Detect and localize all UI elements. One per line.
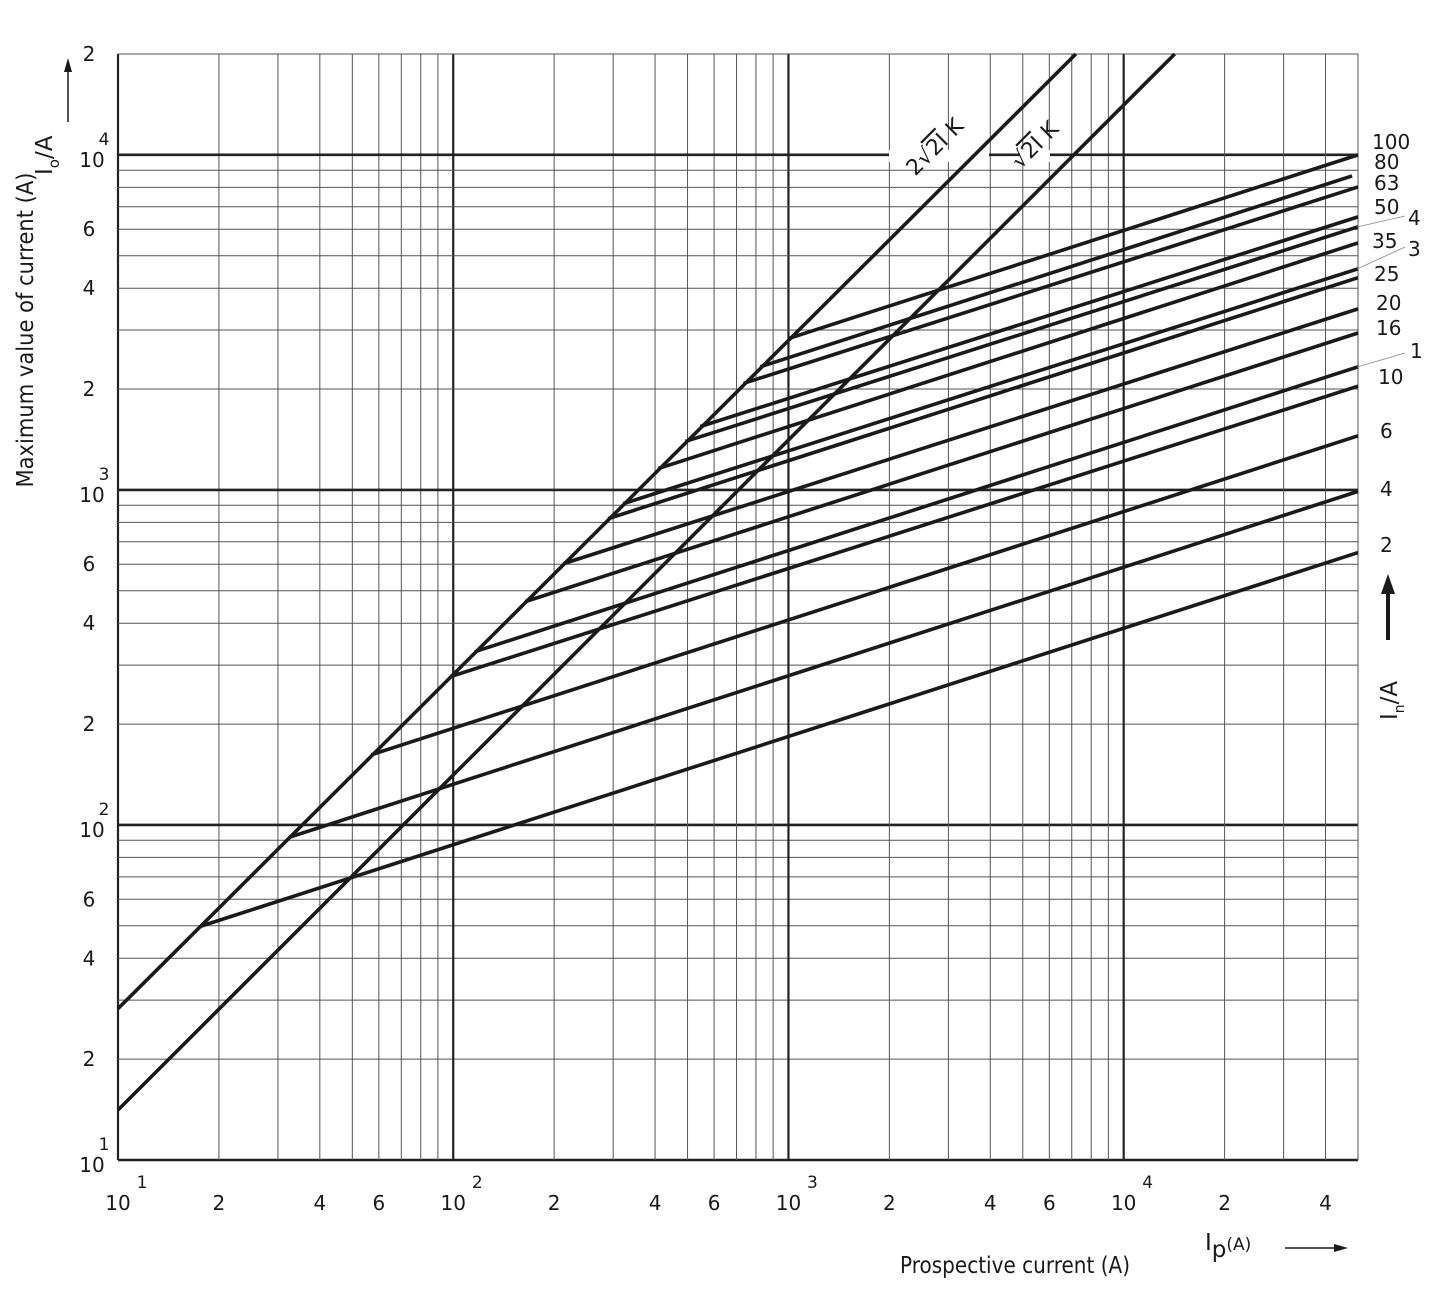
x-tick-exponent: 3 <box>807 1173 818 1193</box>
series-label: 20 <box>1376 291 1401 315</box>
y-tick-label: 4 <box>83 946 96 970</box>
x-tick-label: 10 <box>105 1191 130 1215</box>
x-arrow-icon <box>1285 1244 1348 1252</box>
rating-line-20 <box>562 307 1359 566</box>
x-tick-label: 4 <box>1319 1191 1332 1215</box>
label-gap <box>1020 150 1050 162</box>
x-tick-label: 2 <box>883 1191 896 1215</box>
y-tick-exponent: 3 <box>99 465 110 485</box>
x-tick-exponent: 1 <box>137 1173 148 1193</box>
series-label: 6 <box>1380 419 1393 443</box>
y-tick-label: 6 <box>83 887 96 911</box>
series-label: 80 <box>1374 150 1399 174</box>
x-tick-label: 4 <box>984 1191 997 1215</box>
rating-line-100 <box>787 153 1359 341</box>
series-label: 100 <box>1372 130 1410 154</box>
rating-line-4 <box>289 489 1359 839</box>
y-tick-label: 2 <box>83 42 96 66</box>
reference-line <box>116 52 1078 1010</box>
rating-line-1 <box>474 365 1359 654</box>
svg-text:Io/A: Io/A <box>32 135 63 175</box>
reference-line-label: √2I K <box>1007 116 1065 174</box>
series-label: 3 <box>1408 237 1421 261</box>
rating-line-25 <box>607 275 1359 521</box>
rating-lines <box>199 153 1359 929</box>
y-tick-label: 4 <box>83 611 96 635</box>
y-axis-symbol: Io/A <box>32 135 63 175</box>
rating-line-2 <box>199 550 1359 929</box>
y-tick-exponent: 2 <box>99 800 110 820</box>
grid <box>116 53 1359 1162</box>
y-tick-exponent: 4 <box>99 130 110 150</box>
rating-line-3 <box>622 267 1359 506</box>
rating-line-80 <box>759 174 1353 369</box>
x-tick-label: 6 <box>1043 1191 1056 1215</box>
leader-line <box>1356 215 1406 228</box>
series-label: 63 <box>1374 171 1399 195</box>
rating-line-4 <box>684 225 1359 444</box>
y-tick-exponent: 1 <box>99 1135 110 1155</box>
label-gap <box>889 150 989 162</box>
x-tick-label: 4 <box>649 1191 662 1215</box>
x-tick-label: 10 <box>441 1191 466 1215</box>
y-tick-label: 10 <box>79 148 104 172</box>
x-tick-label: 4 <box>313 1191 326 1215</box>
x-tick-label: 2 <box>213 1191 226 1215</box>
y-tick-label: 2 <box>83 377 96 401</box>
rating-line-16 <box>524 331 1359 604</box>
series-label: 16 <box>1376 316 1401 340</box>
y-tick-label: 10 <box>79 1153 104 1177</box>
y-tick-label: 10 <box>79 818 104 842</box>
y-arrow-icon <box>64 58 72 122</box>
x-tick-exponent: 2 <box>472 1173 483 1193</box>
svg-text:In/A: In/A <box>1377 681 1408 720</box>
reference-lines: 2√2I K√2I K <box>116 52 1177 1112</box>
x-axis-title: Prospective current (A) <box>900 1253 1130 1279</box>
x-tick-label: 10 <box>776 1191 801 1215</box>
series-label: 2 <box>1380 533 1393 557</box>
y-tick-label: 6 <box>83 217 96 241</box>
reference-line <box>116 52 1177 1112</box>
series-label: 25 <box>1374 262 1399 286</box>
rating-line-35 <box>657 241 1359 471</box>
y-tick-label: 2 <box>83 712 96 736</box>
series-label: 50 <box>1374 195 1399 219</box>
x-tick-label: 6 <box>708 1191 721 1215</box>
x-tick-labels: 10 1 2 4 6 10 2 2 4 6 10 3 2 4 6 10 4 2 4 <box>105 1173 1332 1215</box>
leader-line <box>1356 352 1406 368</box>
x-tick-label: 2 <box>548 1191 561 1215</box>
x-tick-label: 6 <box>372 1191 385 1215</box>
y-axis-title: Maximum value of current (A) <box>13 173 39 488</box>
x-tick-exponent: 4 <box>1142 1173 1153 1193</box>
series-label: 1 <box>1410 339 1423 363</box>
series-label: 4 <box>1380 477 1393 501</box>
rating-line-6 <box>370 434 1359 757</box>
y-tick-label: 4 <box>83 276 96 300</box>
x-tick-label: 2 <box>1218 1191 1231 1215</box>
y-tick-label: 6 <box>83 552 96 576</box>
y-tick-label: 2 <box>83 1047 96 1071</box>
rating-line-63 <box>743 185 1359 386</box>
leader-line <box>1356 246 1406 270</box>
series-label: 4 <box>1408 206 1421 230</box>
y-tick-label: 10 <box>79 483 104 507</box>
series-label: 35 <box>1372 229 1397 253</box>
x-axis-symbol: Ip(A) <box>1205 1230 1251 1263</box>
rating-line-50 <box>699 215 1359 429</box>
series-arrow-icon <box>1381 574 1395 640</box>
rating-line-10 <box>449 384 1359 679</box>
series-symbol: In/A <box>1377 681 1408 720</box>
x-tick-label: 10 <box>1111 1191 1136 1215</box>
series-label: 10 <box>1378 365 1403 389</box>
